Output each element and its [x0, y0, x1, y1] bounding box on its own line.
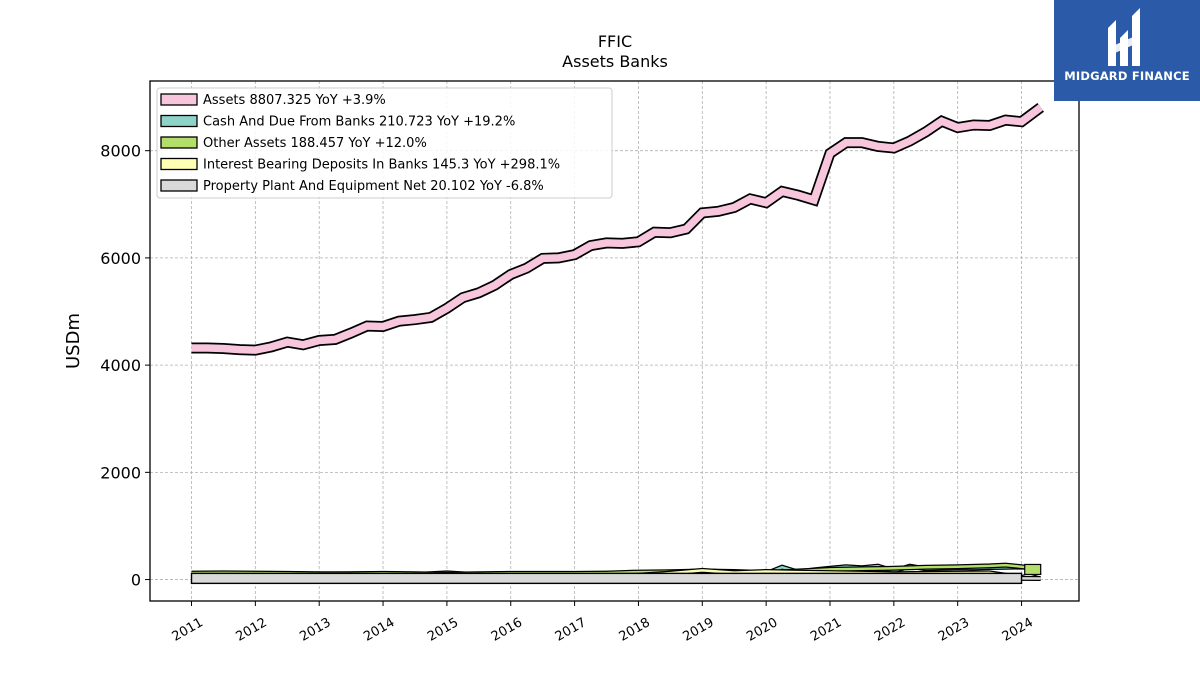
legend-label: Assets 8807.325 YoY +3.9%	[203, 93, 386, 108]
legend-label: Interest Bearing Deposits In Banks 145.3…	[203, 158, 560, 173]
legend-swatch	[160, 114, 198, 128]
legend-swatch	[160, 136, 198, 149]
x-tick-label: 2018	[617, 615, 653, 645]
chart-titles: FFIC Assets Banks	[562, 32, 668, 71]
legend: Assets 8807.325 YoY +3.9% Cash And Due Fr…	[156, 87, 613, 199]
series-other-assets-end	[1024, 563, 1042, 576]
x-tick-label: 2013	[297, 615, 333, 645]
legend-label: Cash And Due From Banks 210.723 YoY +19.…	[203, 115, 515, 130]
plot-frame	[149, 80, 1080, 602]
y-tick-label: 6000	[100, 249, 141, 268]
legend-swatch	[160, 93, 198, 106]
chart-subtitle: Assets Banks	[562, 52, 668, 71]
y-tick-label: 0	[131, 571, 141, 590]
x-tick-label: 2012	[234, 615, 270, 645]
x-tick-label: 2016	[489, 615, 525, 645]
legend-label: Other Assets 188.457 YoY +12.0%	[203, 136, 427, 151]
x-tick-label: 2015	[425, 615, 461, 645]
series-assets-line	[191, 104, 1043, 354]
x-tick-label: 2017	[553, 615, 589, 645]
legend-swatch	[160, 179, 198, 192]
series-layer	[190, 102, 1044, 585]
x-tick-label: 2014	[361, 615, 397, 645]
y-tick-label: 8000	[100, 142, 141, 161]
x-tick-label: 2024	[1000, 615, 1036, 645]
logo-mark-icon	[1108, 8, 1140, 66]
series-property-band	[190, 572, 1023, 585]
y-tick-label: 4000	[100, 356, 141, 375]
y-tick-label: 2000	[100, 463, 141, 482]
y-axis-label: USDm	[63, 313, 84, 369]
x-tick-label: 2023	[936, 615, 972, 645]
legend-label: Property Plant And Equipment Net 20.102 …	[203, 179, 544, 194]
x-tick-label: 2020	[744, 615, 780, 645]
chart-title: FFIC	[598, 32, 632, 51]
midgard-finance-logo: MIDGARD FINANCE	[1054, 0, 1200, 101]
x-tick-label: 2011	[170, 615, 206, 645]
x-tick-label: 2021	[808, 615, 844, 645]
legend-box	[156, 87, 613, 199]
logo-text: MIDGARD FINANCE	[1064, 69, 1190, 83]
legend-swatch	[160, 157, 198, 171]
x-tick-label: 2019	[680, 615, 716, 645]
x-tick-label: 2022	[872, 615, 908, 645]
